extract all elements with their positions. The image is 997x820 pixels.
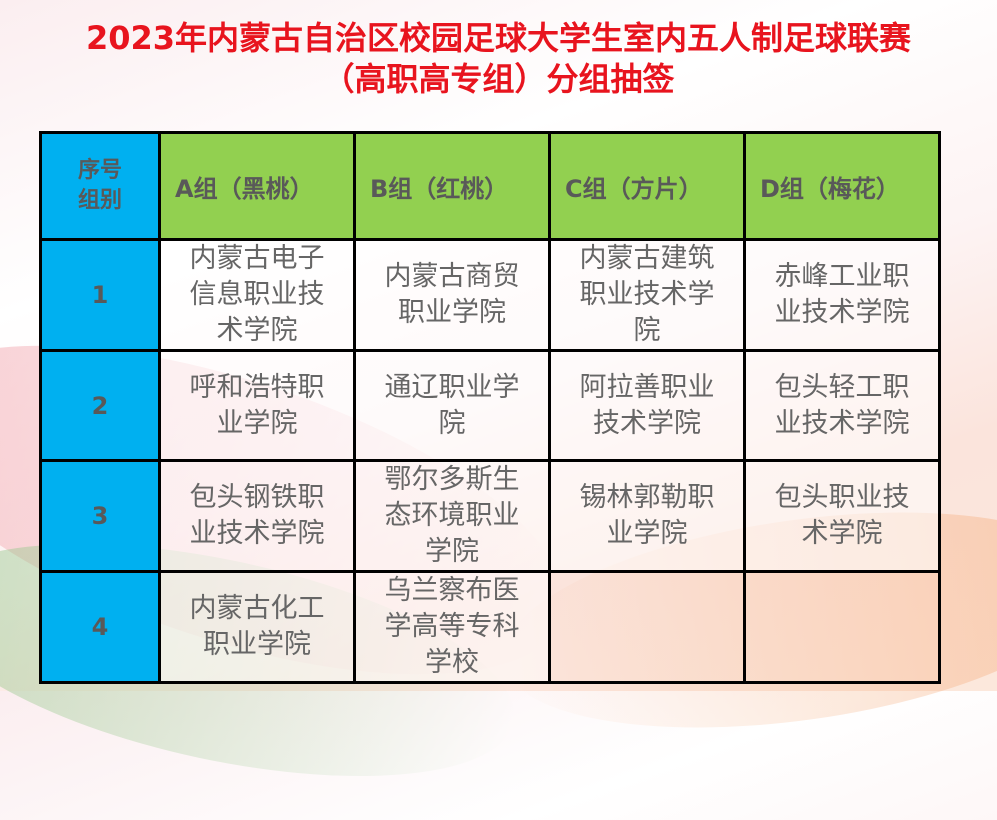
- table-cell: 内蒙古电子信息职业技术学院: [158, 238, 356, 352]
- school-name: 呼和浩特职业学院: [189, 371, 325, 439]
- title-line-1: 2023年内蒙古自治区校园足球大学生室内五人制足球联赛: [85, 19, 912, 57]
- corner-label-group: 组别: [77, 188, 122, 213]
- group-header-a: A组（黑桃）: [158, 131, 356, 241]
- table-cell: 赤峰工业职业技术学院: [743, 238, 941, 352]
- school-name: 内蒙古商贸职业学院: [384, 261, 520, 328]
- group-header-c: C组（方片）: [548, 131, 746, 241]
- table-cell: 阿拉善职业技术学院: [548, 349, 746, 462]
- group-header-b: B组（红桃）: [353, 131, 551, 241]
- school-name: 内蒙古电子信息职业技术学院: [189, 243, 325, 346]
- table-cell: 内蒙古商贸职业学院: [353, 238, 551, 352]
- title-line-2: （高职高专组）分组抽签: [322, 60, 675, 98]
- table-cell: 包头钢铁职业技术学院: [158, 459, 356, 573]
- row-index: 2: [39, 349, 161, 462]
- school-name: 乌兰察布医学高等专科学校: [384, 575, 520, 678]
- school-name: 内蒙古建筑职业技术学院: [579, 243, 715, 346]
- school-name: 锡林郭勒职业学院: [579, 482, 715, 549]
- row-index: 3: [39, 459, 161, 573]
- table-cell-empty: [743, 570, 941, 684]
- school-name: 包头职业技术学院: [774, 482, 910, 549]
- group-header-d: D组（梅花）: [743, 131, 941, 241]
- table-cell-empty: [548, 570, 746, 684]
- corner-header: 序号 组别: [39, 131, 161, 241]
- table-cell: 呼和浩特职业学院: [158, 349, 356, 462]
- row-index: 1: [39, 238, 161, 352]
- school-name: 鄂尔多斯生态环境职业学院: [384, 464, 520, 567]
- table-cell: 锡林郭勒职业学院: [548, 459, 746, 573]
- header-row: 序号 组别 A组（黑桃） B组（红桃） C组（方片） D组（梅花）: [39, 131, 941, 241]
- corner-label-index: 序号: [77, 158, 122, 183]
- table-row: 3 包头钢铁职业技术学院 鄂尔多斯生态环境职业学院 锡林郭勒职业学院 包头职业技…: [39, 459, 941, 573]
- table-cell: 包头轻工职业技术学院: [743, 349, 941, 462]
- table-row: 4 内蒙古化工职业学院 乌兰察布医学高等专科学校: [39, 570, 941, 684]
- table-cell: 包头职业技术学院: [743, 459, 941, 573]
- page-title: 2023年内蒙古自治区校园足球大学生室内五人制足球联赛 （高职高专组）分组抽签: [0, 18, 997, 100]
- school-name: 赤峰工业职业技术学院: [774, 261, 910, 328]
- school-name: 内蒙古化工职业学院: [189, 593, 325, 660]
- table-cell: 通辽职业学院: [353, 349, 551, 462]
- school-name: 阿拉善职业技术学院: [579, 371, 715, 439]
- table-cell: 鄂尔多斯生态环境职业学院: [353, 459, 551, 573]
- row-index: 4: [39, 570, 161, 684]
- table-cell: 内蒙古化工职业学院: [158, 570, 356, 684]
- school-name: 包头轻工职业技术学院: [774, 371, 910, 439]
- school-name: 通辽职业学院: [384, 371, 520, 439]
- draw-table: 序号 组别 A组（黑桃） B组（红桃） C组（方片） D组（梅花） 1 内蒙古电…: [39, 131, 941, 684]
- school-name: 包头钢铁职业技术学院: [189, 482, 325, 549]
- table-cell: 内蒙古建筑职业技术学院: [548, 238, 746, 352]
- table-cell: 乌兰察布医学高等专科学校: [353, 570, 551, 684]
- table-row: 1 内蒙古电子信息职业技术学院 内蒙古商贸职业学院 内蒙古建筑职业技术学院 赤峰…: [39, 238, 941, 352]
- table-row: 2 呼和浩特职业学院 通辽职业学院 阿拉善职业技术学院 包头轻工职业技术学院: [39, 349, 941, 462]
